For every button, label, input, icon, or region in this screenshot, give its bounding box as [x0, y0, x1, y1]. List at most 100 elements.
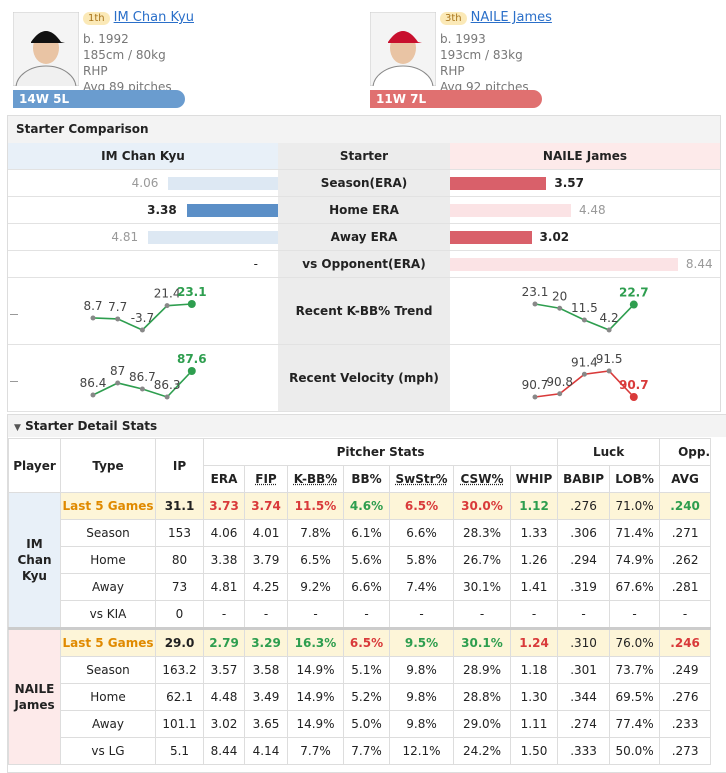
- player-cell: NAILE James: [9, 629, 61, 765]
- stat-cell: 5.6%: [344, 547, 390, 574]
- rank-badge: 1th: [83, 12, 110, 25]
- pitcher-card: 1th IM Chan Kyu b. 1992 185cm / 80kg RHP Avg …: [13, 10, 273, 110]
- stat-cell: 76.0%: [610, 629, 660, 657]
- stat-cell: 6.5%: [344, 629, 390, 657]
- trend-label: Recent Velocity (mph): [278, 345, 450, 412]
- stat-cell: 16.3%: [288, 629, 344, 657]
- pitcher-body: 185cm / 80kg: [83, 47, 166, 63]
- trend-value: 87.6: [177, 352, 207, 366]
- stat-cell: 30.0%: [454, 493, 511, 520]
- compare-bar: [168, 177, 278, 190]
- compare-cell: 3.57: [450, 170, 720, 197]
- stat-cell: 28.3%: [454, 520, 511, 547]
- column-header: SwStr%: [390, 466, 454, 493]
- stat-cell: 1.11: [511, 711, 558, 738]
- stat-cell: 9.8%: [390, 657, 454, 684]
- stat-cell: -: [511, 601, 558, 629]
- stat-cell: 3.49: [245, 684, 288, 711]
- data-row: Home 62.1 4.48 3.49 14.9% 5.2% 9.8% 28.8% 1.30.3…: [9, 684, 711, 711]
- trend-point: [557, 391, 562, 396]
- stat-cell: 3.29: [245, 629, 288, 657]
- trend-point: [582, 317, 587, 322]
- compare-value: 3.57: [554, 176, 584, 190]
- stat-cell: 7.4%: [390, 574, 454, 601]
- stat-cell: 12.1%: [390, 738, 454, 765]
- column-header: K-BB%: [288, 466, 344, 493]
- stat-cell: 6.5%: [390, 493, 454, 520]
- trend-point: [630, 301, 638, 309]
- stat-cell: 14.9%: [288, 684, 344, 711]
- trend-label: Recent K-BB% Trend: [278, 278, 450, 345]
- trend-point: [140, 387, 145, 392]
- stat-cell: 5.1%: [344, 657, 390, 684]
- trend-point: [582, 372, 587, 377]
- type-cell: Home: [61, 684, 156, 711]
- trend-value: 91.5: [596, 352, 623, 366]
- compare-header: IM Chan Kyu: [8, 143, 278, 170]
- pitcher-card: 3th NAILE James b. 1993 193cm / 83kg RHP Avg …: [370, 10, 630, 110]
- ip-cell: 29.0: [156, 629, 204, 657]
- stat-cell: 8.44: [204, 738, 245, 765]
- column-header: BB%: [344, 466, 390, 493]
- stat-cell: 3.65: [245, 711, 288, 738]
- stat-cell: 3.57: [204, 657, 245, 684]
- pitcher-name[interactable]: NAILE James: [471, 10, 552, 25]
- stat-cell: .249: [660, 657, 711, 684]
- compare-header: NAILE James: [450, 143, 720, 170]
- column-label: SwStr%: [395, 472, 447, 486]
- column-header: FIP: [245, 466, 288, 493]
- player-name: NAILE James: [14, 682, 54, 712]
- compare-cell: 4.81: [8, 224, 278, 251]
- column-label: CSW%: [461, 472, 504, 486]
- stat-cell: 7.7%: [344, 738, 390, 765]
- column-header: BABIP: [558, 466, 610, 493]
- stat-cell: 4.14: [245, 738, 288, 765]
- stat-cell: 28.8%: [454, 684, 511, 711]
- stat-cell: 74.9%: [610, 547, 660, 574]
- stat-cell: .273: [660, 738, 711, 765]
- column-label: LOB%: [615, 472, 654, 486]
- trend-value: 86.3: [154, 378, 181, 392]
- record-bar: 14W 5L: [13, 90, 185, 108]
- stat-cell: 9.8%: [390, 711, 454, 738]
- compare-value: -: [254, 257, 258, 271]
- pitcher-birth: b. 1992: [83, 31, 129, 47]
- stat-cell: .306: [558, 520, 610, 547]
- stat-cell: 2.79: [204, 629, 245, 657]
- trend-value: 86.7: [129, 370, 156, 384]
- trend-value: 86.4: [80, 376, 107, 390]
- stat-cell: 1.41: [511, 574, 558, 601]
- data-row: NAILE James Last 5 Games 29.0 2.79 3.29 16.3%…: [9, 629, 711, 657]
- compare-value: 8.44: [686, 257, 713, 271]
- collapse-icon[interactable]: ▼: [14, 423, 21, 433]
- column-label: WHIP: [516, 472, 553, 486]
- stat-cell: 30.1%: [454, 574, 511, 601]
- type-cell: Last 5 Games: [61, 629, 156, 657]
- data-row: Away 73 4.81 4.25 9.2% 6.6% 7.4% 30.1% 1.41.319 6…: [9, 574, 711, 601]
- stat-cell: -: [204, 601, 245, 629]
- stat-cell: 3.79: [245, 547, 288, 574]
- trend-point: [91, 393, 96, 398]
- type-cell: vs LG: [61, 738, 156, 765]
- stat-cell: 3.02: [204, 711, 245, 738]
- trend-value: 87: [110, 364, 125, 378]
- stat-cell: 3.74: [245, 493, 288, 520]
- sparkline: 86.487 86.786.3 87.6: [8, 345, 278, 412]
- stat-cell: 69.5%: [610, 684, 660, 711]
- sparkline: 8.7 7.7 -3.721.423.1: [8, 278, 278, 345]
- stat-cell: 24.2%: [454, 738, 511, 765]
- data-row: Home 80 3.38 3.79 6.5% 5.6% 5.8% 26.7% 1.26.294 7…: [9, 547, 711, 574]
- stat-cell: .344: [558, 684, 610, 711]
- data-row: Away 101.1 3.02 3.65 14.9% 5.0% 9.8% 29.0% 1.11.…: [9, 711, 711, 738]
- pitcher-name[interactable]: IM Chan Kyu: [114, 10, 194, 25]
- trend-value: -3.7: [131, 311, 154, 325]
- player-cell: IM Chan Kyu: [9, 493, 61, 629]
- stat-cell: 4.25: [245, 574, 288, 601]
- row-label: Home ERA: [278, 197, 450, 224]
- trend-value: 23.1: [177, 285, 207, 299]
- compare-bar: [148, 231, 278, 244]
- trend-point: [533, 302, 538, 307]
- stat-cell: 5.2%: [344, 684, 390, 711]
- stat-cell: -: [245, 601, 288, 629]
- stat-cell: 73.7%: [610, 657, 660, 684]
